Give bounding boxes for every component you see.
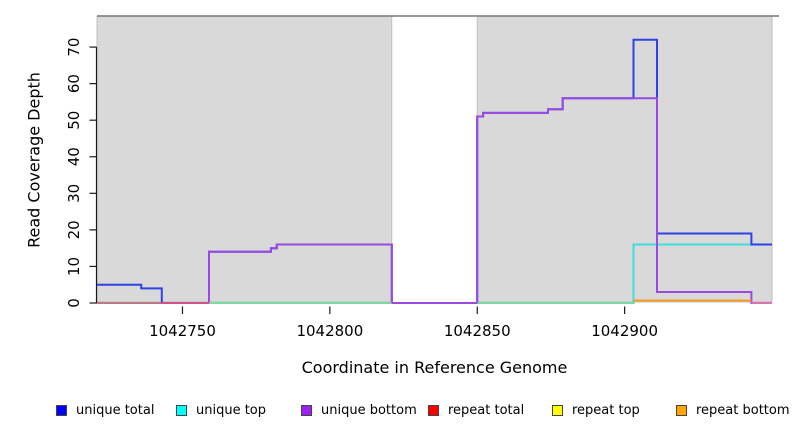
legend-item-label: unique top [196, 402, 267, 418]
y-tick-label-20: 20 [65, 220, 83, 239]
y-tick-label-70: 70 [65, 38, 83, 57]
x-tick-label-1042850: 1042850 [444, 322, 511, 340]
legend-swatch-unique-total [56, 404, 67, 416]
legend-swatch-unique-bottom [301, 404, 312, 416]
legend-swatch-repeat-bottom [676, 404, 687, 416]
legend-item-unique-top: unique top [176, 403, 301, 418]
legend-item-repeat-bottom: repeat bottom [676, 403, 790, 418]
shaded-region-1 [96, 16, 393, 303]
legend-swatch-unique-top [176, 404, 187, 416]
legend-item-label: repeat top [572, 402, 640, 418]
legend: unique total unique top unique bottom repea… [56, 399, 790, 421]
legend-item-label: repeat bottom [696, 402, 790, 418]
legend-item-unique-total: unique total [56, 403, 176, 418]
x-axis-title: Coordinate in Reference Genome [302, 358, 568, 377]
y-tick-label-50: 50 [65, 111, 83, 130]
y-tick-label-30: 30 [65, 184, 83, 203]
y-axis: 0 10 20 30 40 50 60 70 [65, 38, 98, 308]
x-axis: 1042750 1042800 1042850 1042900 [149, 306, 658, 340]
legend-item-label: repeat total [448, 402, 525, 418]
legend-item-repeat-total: repeat total [428, 403, 552, 418]
legend-item-repeat-top: repeat top [552, 403, 676, 418]
y-tick-label-10: 10 [65, 257, 83, 276]
y-tick-label-0: 0 [65, 298, 83, 308]
legend-swatch-repeat-top [552, 404, 563, 416]
legend-swatch-repeat-total [428, 404, 439, 416]
x-tick-label-1042800: 1042800 [296, 322, 363, 340]
legend-item-label: unique bottom [321, 402, 417, 418]
series-unique-bottom [161, 97, 772, 304]
y-tick-label-60: 60 [65, 74, 83, 93]
x-tick-label-1042900: 1042900 [591, 322, 658, 340]
shaded-region-2 [476, 16, 773, 303]
y-tick-label-40: 40 [65, 147, 83, 166]
legend-item-unique-bottom: unique bottom [301, 403, 428, 418]
y-axis-title: Read Coverage Depth [25, 72, 44, 248]
x-tick-label-1042750: 1042750 [149, 322, 216, 340]
legend-item-label: unique total [76, 402, 155, 418]
